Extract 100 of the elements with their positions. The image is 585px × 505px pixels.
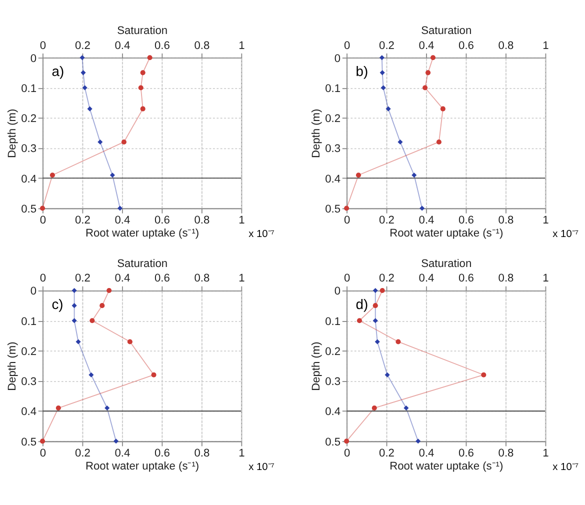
y-tick-label: 0.2 [21, 113, 37, 126]
text: x 10⁻⁷ [552, 228, 579, 240]
x2-tick-label: 0.4 [114, 272, 130, 285]
point [127, 339, 132, 344]
x2-tick-label: 0.6 [458, 40, 474, 52]
y-tick-label: 0.5 [21, 203, 37, 216]
x2-tick-label: 0 [344, 40, 350, 52]
x2-tick-label: 1 [542, 40, 549, 52]
y-tick-label: 0.5 [325, 203, 341, 216]
x-tick-label: 1 [238, 447, 245, 460]
x-tick-label: 0.8 [498, 214, 514, 227]
x-axis-title: Root water uptake (s⁻¹) [390, 227, 504, 240]
x-tick-label: 0.2 [75, 214, 90, 227]
x2-tick-label: 1 [238, 272, 245, 285]
point [147, 55, 152, 60]
x-tick-label: 0.4 [114, 214, 130, 227]
x2-tick-label: 0.2 [75, 272, 90, 285]
y-tick-label: 0.1 [21, 82, 37, 95]
point [426, 70, 431, 76]
x2-axis-title: Saturation [117, 258, 168, 270]
y-tick-label: 0 [30, 286, 37, 298]
y-tick-label: 0.2 [325, 113, 341, 126]
y-tick-label: 0.3 [21, 143, 37, 156]
annotation: c) [52, 296, 64, 312]
x2-tick-label: 0.2 [379, 272, 394, 285]
x-tick-label: 0.6 [154, 447, 170, 460]
y-axis-title: Depth (m) [6, 108, 19, 158]
point [380, 288, 385, 294]
x2-axis-title: Saturation [117, 25, 168, 38]
point [50, 172, 55, 178]
point [396, 339, 401, 344]
x2-tick-label: 0.4 [114, 40, 130, 52]
point [344, 438, 350, 444]
x2-tick-label: 0.8 [194, 272, 210, 285]
x-tick-label: 0.8 [194, 214, 210, 227]
x2-tick-label: 0.8 [498, 272, 514, 285]
x2-tick-label: 0.4 [418, 40, 434, 52]
x-axis-title: Root water uptake (s⁻¹) [390, 460, 504, 472]
point [138, 85, 144, 90]
x-tick-label: 0.6 [458, 214, 474, 227]
y-tick-label: 0.4 [21, 173, 37, 186]
point [356, 318, 362, 324]
x2-axis-title: Saturation [421, 25, 472, 38]
y-tick-label: 0.5 [325, 436, 341, 448]
y-tick-label: 0.2 [325, 346, 341, 358]
x2-tick-label: 0 [40, 40, 46, 52]
x2-tick-label: 0.8 [498, 40, 514, 52]
x-tick-label: 0.8 [498, 447, 514, 460]
text: x 10⁻⁷ [552, 462, 579, 473]
point [90, 318, 95, 324]
x-tick-label: 0.8 [194, 447, 210, 460]
point [344, 206, 350, 211]
y-tick-label: 0.1 [325, 82, 341, 95]
x-axis-title: Root water uptake (s⁻¹) [86, 460, 200, 472]
y-tick-label: 0.1 [325, 316, 341, 328]
point [372, 405, 377, 411]
x2-tick-label: 0.6 [458, 272, 474, 285]
annotation: a) [52, 63, 64, 80]
x-tick-label: 0 [344, 214, 350, 227]
y-tick-label: 0.4 [21, 406, 37, 418]
text: x 10⁻⁷ [248, 462, 275, 473]
y-tick-label: 0.3 [325, 143, 341, 156]
x-tick-label: 1 [542, 447, 549, 460]
point [100, 303, 105, 308]
x-tick-label: 0.4 [418, 214, 434, 227]
point [140, 106, 146, 112]
x2-tick-label: 1 [238, 40, 245, 52]
y-tick-label: 0 [30, 52, 37, 65]
x-tick-label: 0.4 [114, 447, 130, 460]
y-axis-title: Depth (m) [310, 342, 323, 391]
x2-tick-label: 0 [40, 272, 46, 285]
x2-tick-label: 0.6 [154, 40, 170, 52]
x-tick-label: 0.2 [379, 214, 394, 227]
x-tick-label: 1 [238, 214, 245, 227]
point [140, 70, 146, 76]
x2-tick-label: 0.8 [194, 40, 210, 52]
point [106, 288, 112, 294]
x-tick-label: 0.6 [154, 214, 170, 227]
point [56, 405, 61, 411]
x-tick-label: 0.2 [379, 447, 394, 460]
y-tick-label: 0.2 [21, 346, 37, 358]
x-tick-label: 0.2 [75, 447, 90, 460]
point [121, 139, 127, 145]
y-axis-title: Depth (m) [310, 108, 323, 158]
y-tick-label: 0.4 [325, 406, 341, 418]
x2-tick-label: 0 [344, 272, 350, 285]
y-tick-label: 0.5 [21, 436, 37, 448]
point [481, 372, 486, 378]
text: x 10⁻⁷ [248, 228, 275, 240]
y-axis-title: Depth (m) [6, 342, 19, 391]
x2-axis-title: Saturation [421, 258, 472, 270]
y-tick-label: 0 [334, 52, 341, 65]
x-tick-label: 0.6 [458, 447, 474, 460]
point [436, 139, 442, 145]
x-tick-label: 0 [344, 447, 350, 460]
y-tick-label: 0.3 [21, 376, 37, 388]
x2-tick-label: 0.2 [75, 40, 90, 52]
point [151, 372, 156, 378]
point [422, 85, 428, 90]
point [440, 106, 446, 112]
